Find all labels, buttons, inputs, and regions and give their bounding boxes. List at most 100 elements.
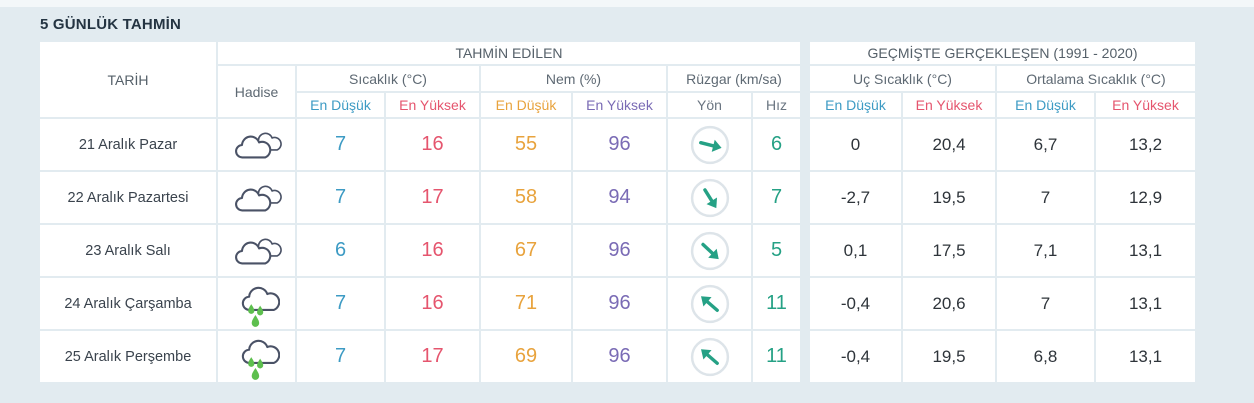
header-average-temp: Ortalama Sıcaklık (°C) — [997, 66, 1195, 91]
cloudy-icon — [232, 182, 282, 213]
forecast-temp-high-cell: 16 — [386, 119, 479, 170]
header-humidity-highest: En Yüksek — [573, 93, 666, 117]
condition-icon-cell — [218, 172, 295, 223]
wind-speed-cell: 11 — [753, 278, 800, 329]
humidity-low-cell: 58 — [481, 172, 571, 223]
header-row-groups: TARİH TAHMİN EDİLEN GEÇMİŞTE GERÇEKLEŞEN… — [40, 42, 1195, 117]
forecast-temp-high-cell: 17 — [386, 172, 479, 223]
header-row-categories: Hadise Sıcaklık (°C) Nem (%) Rüzgar (km/… — [40, 66, 1195, 117]
date-cell: 22 Aralık Pazartesi — [40, 172, 216, 223]
header-temp-lowest: En Düşük — [297, 93, 384, 117]
wind-direction-cell — [668, 172, 751, 223]
wind-direction-arrow-icon — [690, 284, 730, 324]
section-gap — [802, 278, 808, 329]
forecast-temp-high-cell: 16 — [386, 225, 479, 276]
header-average-lowest: En Düşük — [997, 93, 1094, 117]
forecast-row: 24 Aralık Çarşamba 7 16 71 96 11 -0,4 20,6 7 13… — [40, 278, 1195, 329]
extreme-low-cell: -0,4 — [810, 331, 901, 382]
forecast-temp-low-cell: 7 — [297, 278, 384, 329]
forecast-temp-low-cell: 7 — [297, 172, 384, 223]
extreme-high-cell: 19,5 — [903, 331, 995, 382]
header-temperature: Sıcaklık (°C) — [297, 66, 479, 91]
wind-direction-cell — [668, 278, 751, 329]
header-wind: Rüzgar (km/sa) — [668, 66, 800, 91]
average-low-cell: 7,1 — [997, 225, 1094, 276]
header-extreme-temp: Uç Sıcaklık (°C) — [810, 66, 995, 91]
wind-direction-arrow-icon — [690, 178, 730, 218]
wind-direction-cell — [668, 225, 751, 276]
cloudy-icon — [232, 129, 282, 160]
humidity-low-cell: 67 — [481, 225, 571, 276]
header-condition: Hadise — [218, 66, 295, 117]
forecast-row: 21 Aralık Pazar 7 16 55 96 6 0 20,4 6,7 13,2 — [40, 119, 1195, 170]
extreme-low-cell: 0,1 — [810, 225, 901, 276]
wind-direction-arrow-icon — [690, 231, 730, 271]
cloudy-icon — [232, 235, 282, 266]
extreme-high-cell: 19,5 — [903, 172, 995, 223]
header-extreme-highest: En Yüksek — [903, 93, 995, 117]
wind-direction-arrow-icon — [690, 125, 730, 165]
humidity-high-cell: 96 — [573, 278, 666, 329]
extreme-high-cell: 17,5 — [903, 225, 995, 276]
section-gap — [802, 119, 808, 170]
average-high-cell: 13,2 — [1096, 119, 1195, 170]
humidity-high-cell: 94 — [573, 172, 666, 223]
average-low-cell: 6,8 — [997, 331, 1094, 382]
condition-icon-cell — [218, 331, 295, 382]
date-cell: 25 Aralık Perşembe — [40, 331, 216, 382]
page-title: 5 GÜNLÜK TAHMİN — [40, 16, 182, 33]
humidity-high-cell: 96 — [573, 119, 666, 170]
five-day-forecast-table: TARİH TAHMİN EDİLEN GEÇMİŞTE GERÇEKLEŞEN… — [38, 40, 1197, 384]
average-high-cell: 13,1 — [1096, 278, 1195, 329]
date-cell: 21 Aralık Pazar — [40, 119, 216, 170]
section-gap — [802, 172, 808, 223]
wind-speed-cell: 6 — [753, 119, 800, 170]
wind-speed-cell: 5 — [753, 225, 800, 276]
extreme-low-cell: -0,4 — [810, 278, 901, 329]
extreme-high-cell: 20,4 — [903, 119, 995, 170]
header-date: TARİH — [40, 42, 216, 117]
section-gap — [802, 225, 808, 276]
average-high-cell: 12,9 — [1096, 172, 1195, 223]
average-high-cell: 13,1 — [1096, 225, 1195, 276]
header-temp-highest: En Yüksek — [386, 93, 479, 117]
condition-icon-cell — [218, 278, 295, 329]
top-strip — [0, 0, 1254, 7]
average-low-cell: 6,7 — [997, 119, 1094, 170]
humidity-low-cell: 55 — [481, 119, 571, 170]
wind-direction-cell — [668, 331, 751, 382]
average-low-cell: 7 — [997, 278, 1094, 329]
forecast-temp-low-cell: 7 — [297, 331, 384, 382]
section-gap — [802, 331, 808, 382]
condition-icon-cell — [218, 225, 295, 276]
humidity-high-cell: 96 — [573, 331, 666, 382]
wind-speed-cell: 11 — [753, 331, 800, 382]
average-low-cell: 7 — [997, 172, 1094, 223]
wind-speed-cell: 7 — [753, 172, 800, 223]
date-cell: 23 Aralık Salı — [40, 225, 216, 276]
extreme-low-cell: 0 — [810, 119, 901, 170]
header-average-highest: En Yüksek — [1096, 93, 1195, 117]
header-wind-direction: Yön — [668, 93, 751, 117]
wind-direction-cell — [668, 119, 751, 170]
header-humidity-lowest: En Düşük — [481, 93, 571, 117]
forecast-row: 25 Aralık Perşembe 7 17 69 96 11 -0,4 19,5 6,8… — [40, 331, 1195, 382]
forecast-row: 22 Aralık Pazartesi 7 17 58 94 7 -2,7 19,5 7 12… — [40, 172, 1195, 223]
date-cell: 24 Aralık Çarşamba — [40, 278, 216, 329]
forecast-temp-low-cell: 6 — [297, 225, 384, 276]
humidity-low-cell: 69 — [481, 331, 571, 382]
header-row-subcolumns: En Düşük En Yüksek En Düşük En Yüksek Yö… — [40, 93, 1195, 117]
rainy-icon — [234, 281, 280, 327]
extreme-high-cell: 20,6 — [903, 278, 995, 329]
forecast-temp-high-cell: 17 — [386, 331, 479, 382]
wind-direction-arrow-icon — [690, 337, 730, 377]
humidity-high-cell: 96 — [573, 225, 666, 276]
average-high-cell: 13,1 — [1096, 331, 1195, 382]
header-humidity: Nem (%) — [481, 66, 666, 91]
forecast-temp-low-cell: 7 — [297, 119, 384, 170]
header-wind-speed: Hız — [753, 93, 800, 117]
rainy-icon — [234, 334, 280, 380]
section-gap — [802, 42, 808, 117]
forecast-row: 23 Aralık Salı 6 16 67 96 5 0,1 17,5 7,1 13,1 — [40, 225, 1195, 276]
header-past-group: GEÇMİŞTE GERÇEKLEŞEN (1991 - 2020) — [810, 42, 1195, 64]
